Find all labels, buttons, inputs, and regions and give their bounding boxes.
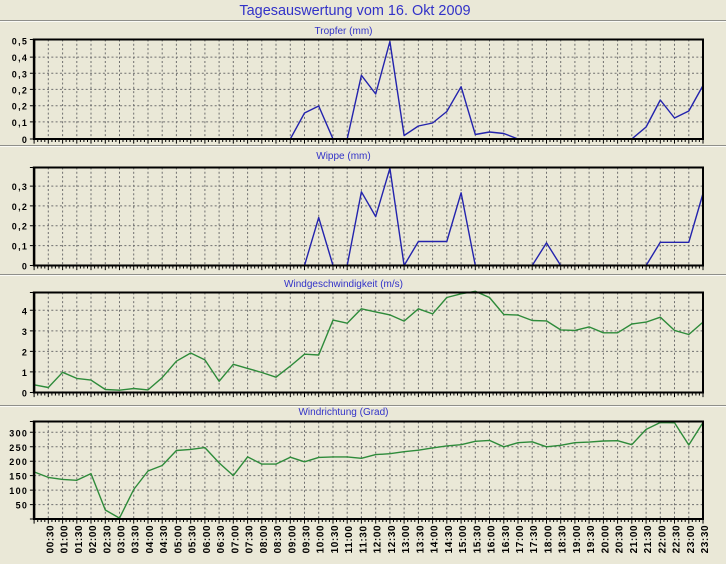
svg-text:07:00: 07:00 xyxy=(230,525,241,554)
svg-text:0,2: 0,2 xyxy=(12,202,28,212)
svg-text:09:30: 09:30 xyxy=(302,525,313,554)
svg-text:4: 4 xyxy=(22,306,28,316)
svg-text:07:30: 07:30 xyxy=(245,525,256,554)
svg-text:0: 0 xyxy=(22,135,28,145)
svg-text:22:00: 22:00 xyxy=(657,525,668,554)
svg-text:20:30: 20:30 xyxy=(615,525,626,554)
svg-text:03:00: 03:00 xyxy=(117,525,128,554)
svg-text:150: 150 xyxy=(9,472,28,482)
svg-text:16:30: 16:30 xyxy=(501,525,512,554)
svg-text:04:30: 04:30 xyxy=(159,525,170,554)
svg-text:0,5: 0,5 xyxy=(12,37,28,47)
svg-text:0: 0 xyxy=(22,262,28,272)
svg-text:06:00: 06:00 xyxy=(202,525,213,554)
svg-text:18:30: 18:30 xyxy=(558,525,569,554)
svg-text:12:00: 12:00 xyxy=(373,525,384,554)
svg-text:11:30: 11:30 xyxy=(358,525,369,553)
svg-text:50: 50 xyxy=(16,501,29,511)
svg-text:08:00: 08:00 xyxy=(259,525,270,554)
svg-text:300: 300 xyxy=(9,428,28,438)
svg-text:10:30: 10:30 xyxy=(330,525,341,554)
svg-text:0,4: 0,4 xyxy=(12,53,28,63)
svg-text:17:30: 17:30 xyxy=(529,525,540,554)
svg-text:19:30: 19:30 xyxy=(586,525,597,554)
svg-text:13:30: 13:30 xyxy=(415,525,426,554)
svg-text:02:30: 02:30 xyxy=(102,525,113,554)
svg-text:19:00: 19:00 xyxy=(572,525,583,554)
svg-text:14:30: 14:30 xyxy=(444,525,455,554)
svg-text:23:30: 23:30 xyxy=(700,525,711,554)
svg-text:20:00: 20:00 xyxy=(600,525,611,554)
svg-text:2: 2 xyxy=(22,347,28,357)
svg-text:100: 100 xyxy=(9,486,28,496)
svg-text:03:30: 03:30 xyxy=(131,525,142,554)
svg-text:0,3: 0,3 xyxy=(12,69,28,79)
svg-text:02:00: 02:00 xyxy=(88,525,99,554)
svg-text:10:00: 10:00 xyxy=(316,525,327,554)
svg-text:15:30: 15:30 xyxy=(472,525,483,554)
svg-text:16:00: 16:00 xyxy=(487,525,498,554)
svg-text:18:00: 18:00 xyxy=(544,525,555,554)
svg-text:00:30: 00:30 xyxy=(45,525,56,554)
svg-text:250: 250 xyxy=(9,443,28,453)
svg-text:1: 1 xyxy=(22,368,28,378)
svg-text:08:30: 08:30 xyxy=(273,525,284,554)
svg-text:11:00: 11:00 xyxy=(344,525,355,553)
svg-text:06:30: 06:30 xyxy=(216,525,227,554)
svg-text:05:30: 05:30 xyxy=(188,525,199,554)
svg-text:0,2: 0,2 xyxy=(12,102,28,112)
svg-text:13:00: 13:00 xyxy=(401,525,412,554)
svg-text:04:00: 04:00 xyxy=(145,525,156,554)
svg-text:14:00: 14:00 xyxy=(430,525,441,554)
svg-text:22:30: 22:30 xyxy=(672,525,683,554)
svg-text:01:00: 01:00 xyxy=(60,525,71,554)
svg-text:21:30: 21:30 xyxy=(643,525,654,554)
svg-text:0,2: 0,2 xyxy=(12,222,28,232)
svg-text:0,2: 0,2 xyxy=(12,85,28,95)
svg-text:23:00: 23:00 xyxy=(686,525,697,554)
svg-text:17:00: 17:00 xyxy=(515,525,526,554)
svg-text:200: 200 xyxy=(9,457,28,467)
svg-text:0,3: 0,3 xyxy=(12,182,28,192)
svg-text:0,1: 0,1 xyxy=(12,118,28,128)
svg-text:12:30: 12:30 xyxy=(387,525,398,554)
svg-text:3: 3 xyxy=(22,327,28,337)
svg-text:0: 0 xyxy=(22,389,28,399)
svg-text:01:30: 01:30 xyxy=(74,525,85,554)
svg-text:15:00: 15:00 xyxy=(458,525,469,554)
svg-text:05:00: 05:00 xyxy=(173,525,184,554)
svg-text:09:00: 09:00 xyxy=(287,525,298,554)
svg-text:0,1: 0,1 xyxy=(12,242,28,252)
svg-text:21:00: 21:00 xyxy=(629,525,640,554)
